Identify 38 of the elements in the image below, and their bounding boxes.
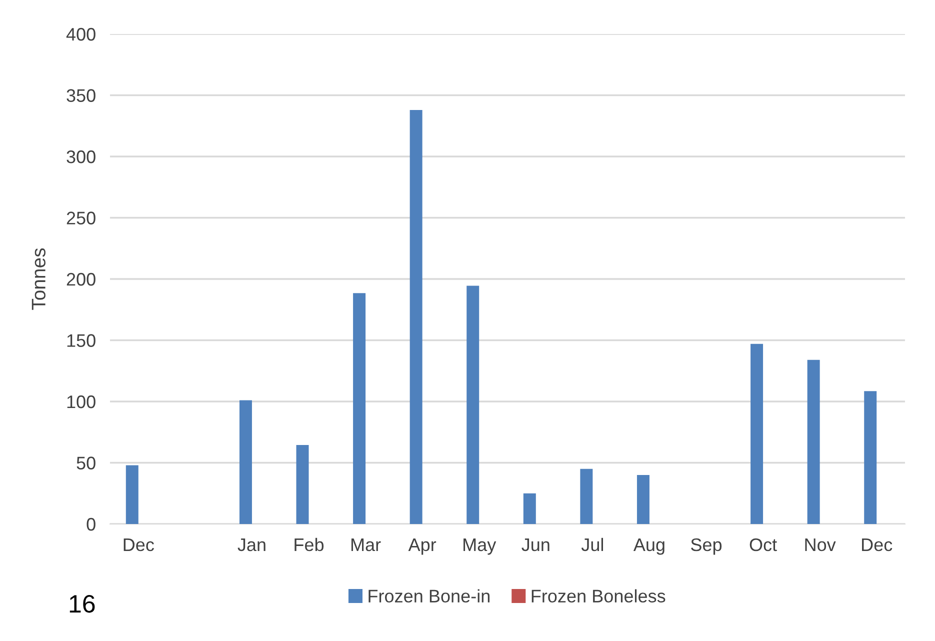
x-tick-label: Oct — [750, 538, 777, 552]
bar — [807, 360, 820, 524]
y-tick-label: 400 — [66, 28, 96, 41]
x-tick-label: Jul — [581, 538, 604, 552]
x-tick-label: Dec — [862, 538, 892, 552]
x-tick-label: Nov — [805, 538, 836, 552]
bar — [410, 110, 422, 524]
y-tick-label: 50 — [76, 456, 96, 470]
x-tick-label: Mar — [351, 538, 381, 552]
x-tick-label: Dec — [124, 538, 154, 552]
legend-label: Frozen Boneless — [532, 589, 666, 603]
bar — [126, 465, 138, 524]
x-tick-label: Apr — [408, 538, 436, 555]
bar — [353, 293, 366, 524]
text: 16 — [70, 595, 95, 613]
bar — [239, 400, 252, 524]
y-tick-label: 250 — [66, 212, 96, 224]
bar — [750, 344, 764, 524]
x-tick-label: May — [464, 538, 496, 555]
bar — [523, 493, 536, 524]
bar — [580, 468, 593, 524]
bar — [466, 286, 480, 524]
legend-label: Frozen Bone-in — [368, 589, 490, 603]
y-tick-label: 150 — [67, 334, 96, 347]
x-tick-label: Jan — [238, 538, 266, 552]
x-tick-label: Aug — [633, 538, 664, 555]
y-tick-label: 0 — [86, 518, 96, 531]
y-tick-label: 200 — [66, 272, 96, 286]
y-tick-label: 100 — [67, 395, 96, 408]
x-tick-label: Sep — [691, 538, 722, 555]
bar — [636, 475, 650, 524]
bar — [864, 391, 877, 524]
bar — [296, 444, 309, 524]
x-tick-label: Jun — [522, 538, 550, 552]
y-tick-label: 300 — [66, 150, 96, 164]
x-tick-label: Feb — [294, 538, 324, 552]
y-axis-title: Tonnes — [32, 248, 46, 310]
y-tick-label: 350 — [66, 89, 96, 102]
